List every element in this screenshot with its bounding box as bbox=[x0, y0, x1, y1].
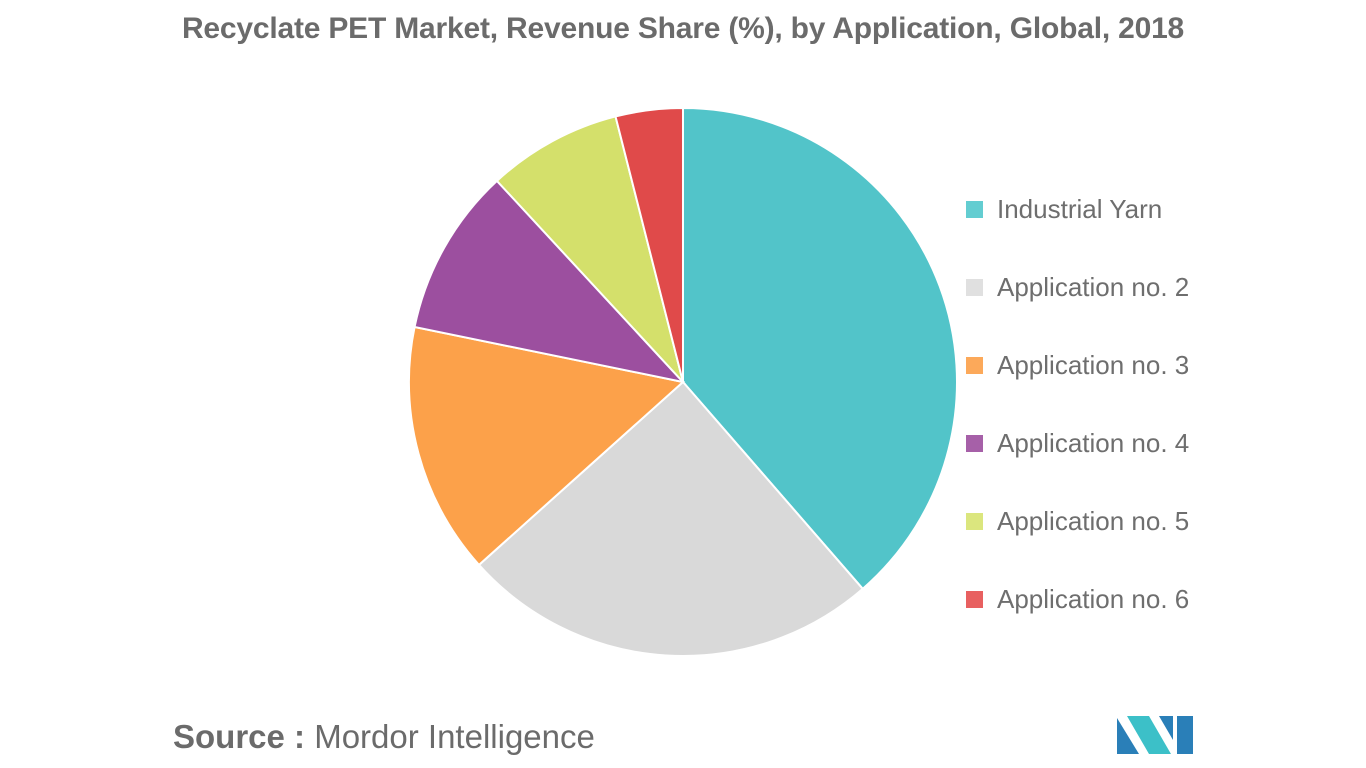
pie-slice-6 bbox=[614, 106, 684, 383]
legend-label: Application no. 6 bbox=[997, 583, 1190, 614]
pie-slice-4 bbox=[413, 179, 686, 384]
legend-item: Application no. 4 bbox=[966, 404, 1189, 482]
legend-label: Application no. 2 bbox=[997, 271, 1190, 302]
pie-slice-3 bbox=[408, 325, 686, 567]
chart-title: Recyclate PET Market, Revenue Share (%),… bbox=[181, 12, 1185, 45]
legend-label: Industrial Yarn bbox=[997, 193, 1163, 224]
legend-swatch bbox=[966, 356, 983, 374]
legend-item: Application no. 3 bbox=[966, 326, 1189, 404]
pie-slice-1 bbox=[682, 106, 958, 591]
legend-swatch bbox=[966, 278, 983, 296]
source-prefix: Source : bbox=[173, 718, 306, 755]
pie-slice-5 bbox=[495, 115, 684, 383]
legend-item: Application no. 5 bbox=[966, 482, 1189, 560]
legend-swatch bbox=[966, 590, 983, 608]
logo-right-stroke bbox=[1177, 716, 1193, 754]
legend-label: Application no. 4 bbox=[997, 427, 1190, 458]
logo-left-stroke bbox=[1117, 718, 1139, 754]
legend-label: Application no. 5 bbox=[997, 505, 1190, 536]
pie-slice-2 bbox=[477, 380, 865, 657]
legend-swatch bbox=[966, 512, 983, 530]
legend-swatch bbox=[966, 200, 983, 218]
legend-swatch bbox=[966, 434, 983, 452]
source-note: Source : Mordor Intelligence bbox=[173, 718, 595, 756]
chart-legend: Industrial Yarn Application no. 2 Applicat… bbox=[966, 170, 1189, 638]
legend-item: Application no. 6 bbox=[966, 560, 1189, 638]
source-name: Mordor Intelligence bbox=[314, 718, 595, 755]
legend-item: Industrial Yarn bbox=[966, 170, 1189, 248]
logo-right-stroke-dark bbox=[1159, 716, 1173, 740]
mordor-intelligence-logo-icon bbox=[1117, 716, 1193, 754]
legend-item: Application no. 2 bbox=[966, 248, 1189, 326]
legend-label: Application no. 3 bbox=[997, 349, 1190, 380]
logo-middle-stroke bbox=[1127, 716, 1171, 754]
